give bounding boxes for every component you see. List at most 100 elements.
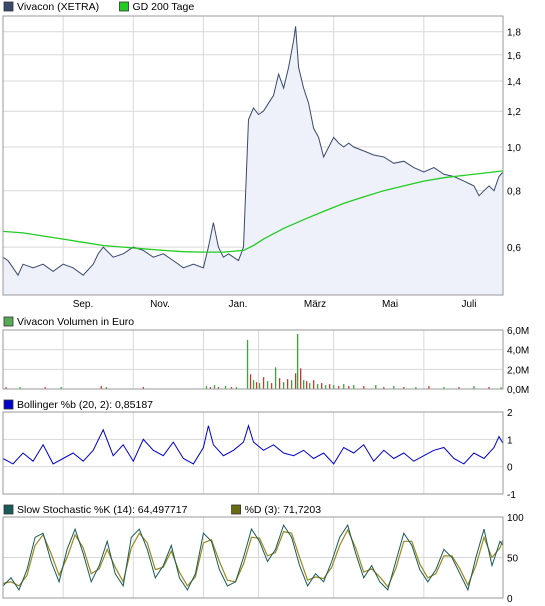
legend-swatch	[3, 504, 14, 515]
price-panel-frame	[2, 15, 504, 296]
volume-bar	[282, 382, 285, 389]
volume-bar	[363, 386, 365, 389]
volume-bar	[329, 384, 331, 389]
volume-bar	[415, 387, 417, 389]
y-tick-label: 0,0M	[507, 385, 529, 396]
legend-label: Vivacon Volumen in Euro	[17, 316, 134, 328]
y-tick-label: 6,0M	[507, 326, 529, 337]
y-tick-label: 1,8	[507, 28, 521, 39]
x-tick-label: Sep.	[73, 299, 94, 310]
volume-bar	[403, 387, 405, 389]
stochastic-k-line	[2, 523, 504, 592]
volume-bar	[325, 385, 327, 389]
volume-bar	[313, 380, 315, 389]
volume-bar	[44, 387, 46, 389]
volume-bar	[309, 383, 311, 389]
volume-bar	[19, 387, 21, 389]
x-tick-label: März	[304, 299, 326, 310]
volume-bar	[443, 387, 445, 389]
volume-bar	[343, 384, 345, 389]
legend-label: Bollinger %b (20, 2): 0,85187	[17, 399, 153, 411]
legend-label: %D (3): 71,7203	[245, 504, 322, 516]
volume-bar	[303, 380, 305, 389]
volume-bar	[338, 386, 340, 389]
price-line	[2, 26, 504, 277]
volume-bar	[428, 386, 430, 389]
volume-bar	[209, 387, 212, 389]
bollinger-line	[2, 423, 504, 465]
legend-label: Vivacon (XETRA)	[17, 1, 99, 13]
volume-bar	[473, 386, 475, 389]
volume-bar	[205, 386, 208, 389]
volume-bar	[458, 387, 460, 389]
volume-panel-frame	[2, 329, 504, 390]
legend-swatch	[3, 1, 14, 12]
y-tick-label: 100	[507, 513, 524, 524]
price-area	[3, 26, 503, 296]
volume-bar	[306, 381, 308, 389]
legend-label: Slow Stochastic %K (14): 64,497717	[17, 504, 188, 516]
volume-bar	[235, 387, 238, 389]
y-tick-label: 1,6	[507, 51, 521, 62]
ma200-line	[2, 170, 504, 253]
y-tick-label: 50	[507, 554, 519, 565]
volume-bar	[383, 387, 385, 389]
volume-bar	[296, 333, 299, 389]
y-tick-label: 0,8	[507, 187, 521, 198]
legend-label: GD 200 Tage	[133, 1, 195, 13]
volume-bar	[299, 368, 302, 389]
volume-bar	[393, 386, 395, 389]
volume-bar	[255, 382, 258, 389]
volume-bar	[230, 387, 233, 389]
legend-swatch	[231, 504, 242, 515]
volume-bar	[333, 385, 335, 389]
volume-bar	[217, 387, 220, 389]
x-tick-label: Jan.	[229, 299, 248, 310]
y-tick-label: 2	[507, 408, 513, 419]
volume-bar	[246, 339, 249, 389]
volume-bar	[266, 381, 269, 389]
volume-bar	[5, 387, 7, 389]
y-tick-label: -1	[507, 490, 516, 501]
volume-bar	[100, 386, 102, 389]
volume-bar	[321, 383, 323, 389]
y-tick-label: 0	[507, 463, 513, 474]
volume-bar	[348, 386, 350, 389]
y-tick-label: 1,2	[507, 107, 521, 118]
volume-bar	[500, 387, 502, 389]
x-tick-label: Juli	[461, 299, 476, 310]
x-tick-label: Mai	[382, 299, 398, 310]
x-tick-label: Nov.	[150, 299, 170, 310]
volume-bar	[375, 385, 377, 389]
legend-swatch	[119, 1, 129, 12]
volume-bar	[270, 383, 273, 389]
volume-bar	[488, 387, 490, 389]
volume-bar	[278, 378, 281, 389]
y-tick-label: 1,0	[507, 143, 521, 154]
volume-bar	[274, 367, 277, 389]
y-tick-label: 1	[507, 435, 513, 446]
volume-bar	[353, 385, 355, 389]
y-tick-label: 0,6	[507, 243, 521, 254]
volume-bar	[252, 380, 255, 389]
volume-bar	[224, 386, 227, 389]
y-tick-label: 4,0M	[507, 346, 529, 357]
volume-bar	[286, 379, 289, 389]
volume-bar	[142, 387, 144, 389]
volume-bar	[249, 374, 252, 389]
volume-bar	[60, 387, 62, 389]
legend-swatch	[3, 316, 14, 327]
volume-bar	[317, 384, 319, 389]
volume-bar	[294, 373, 297, 389]
volume-bar	[290, 380, 293, 389]
volume-bar	[262, 377, 265, 389]
y-tick-label: 0	[507, 594, 513, 605]
legend-swatch	[3, 399, 14, 410]
stochastic-d-line	[2, 528, 504, 588]
stochastic-panel-frame	[2, 516, 504, 599]
volume-bar	[213, 385, 216, 389]
volume-bar	[258, 383, 261, 389]
y-tick-label: 1,4	[507, 77, 521, 88]
y-tick-label: 2,0M	[507, 365, 529, 376]
